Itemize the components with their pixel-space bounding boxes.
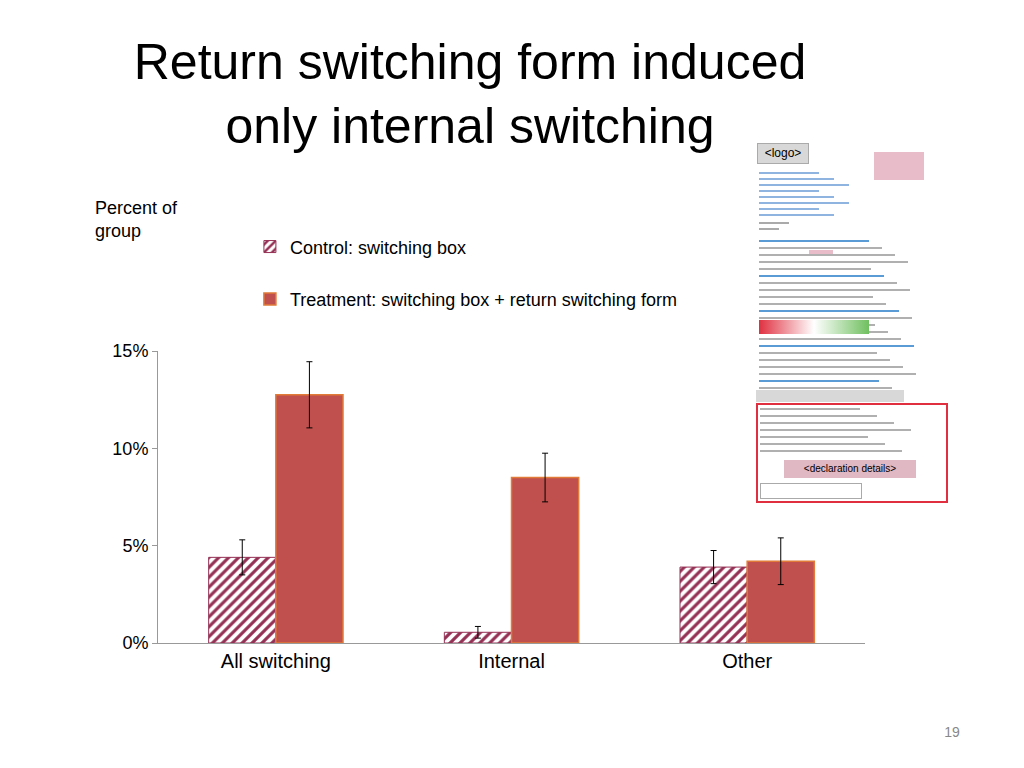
svg-text:15%: 15%: [112, 341, 148, 361]
svg-text:All switching: All switching: [221, 650, 331, 672]
svg-text:10%: 10%: [112, 439, 148, 459]
html-text:Return switching form induced: Return switching form induced only inter…: [133, 34, 807, 154]
svg-text:5%: 5%: [122, 536, 148, 556]
html-text:19: 19: [944, 724, 960, 740]
svg-text:Control: switching box: Control: switching box: [290, 238, 466, 258]
svg-text:Internal: Internal: [478, 650, 545, 672]
svg-text:Treatment: switching box + ret: Treatment: switching box + return switch…: [290, 290, 677, 310]
html-text:<logo>: <logo>: [764, 146, 802, 160]
svg-text:Other: Other: [722, 650, 772, 672]
svg-text:0%: 0%: [122, 633, 148, 653]
html-text:<declaration details>: <declaration details>: [803, 463, 897, 474]
svg-text:Percent ofgroup: Percent ofgroup: [95, 198, 178, 241]
